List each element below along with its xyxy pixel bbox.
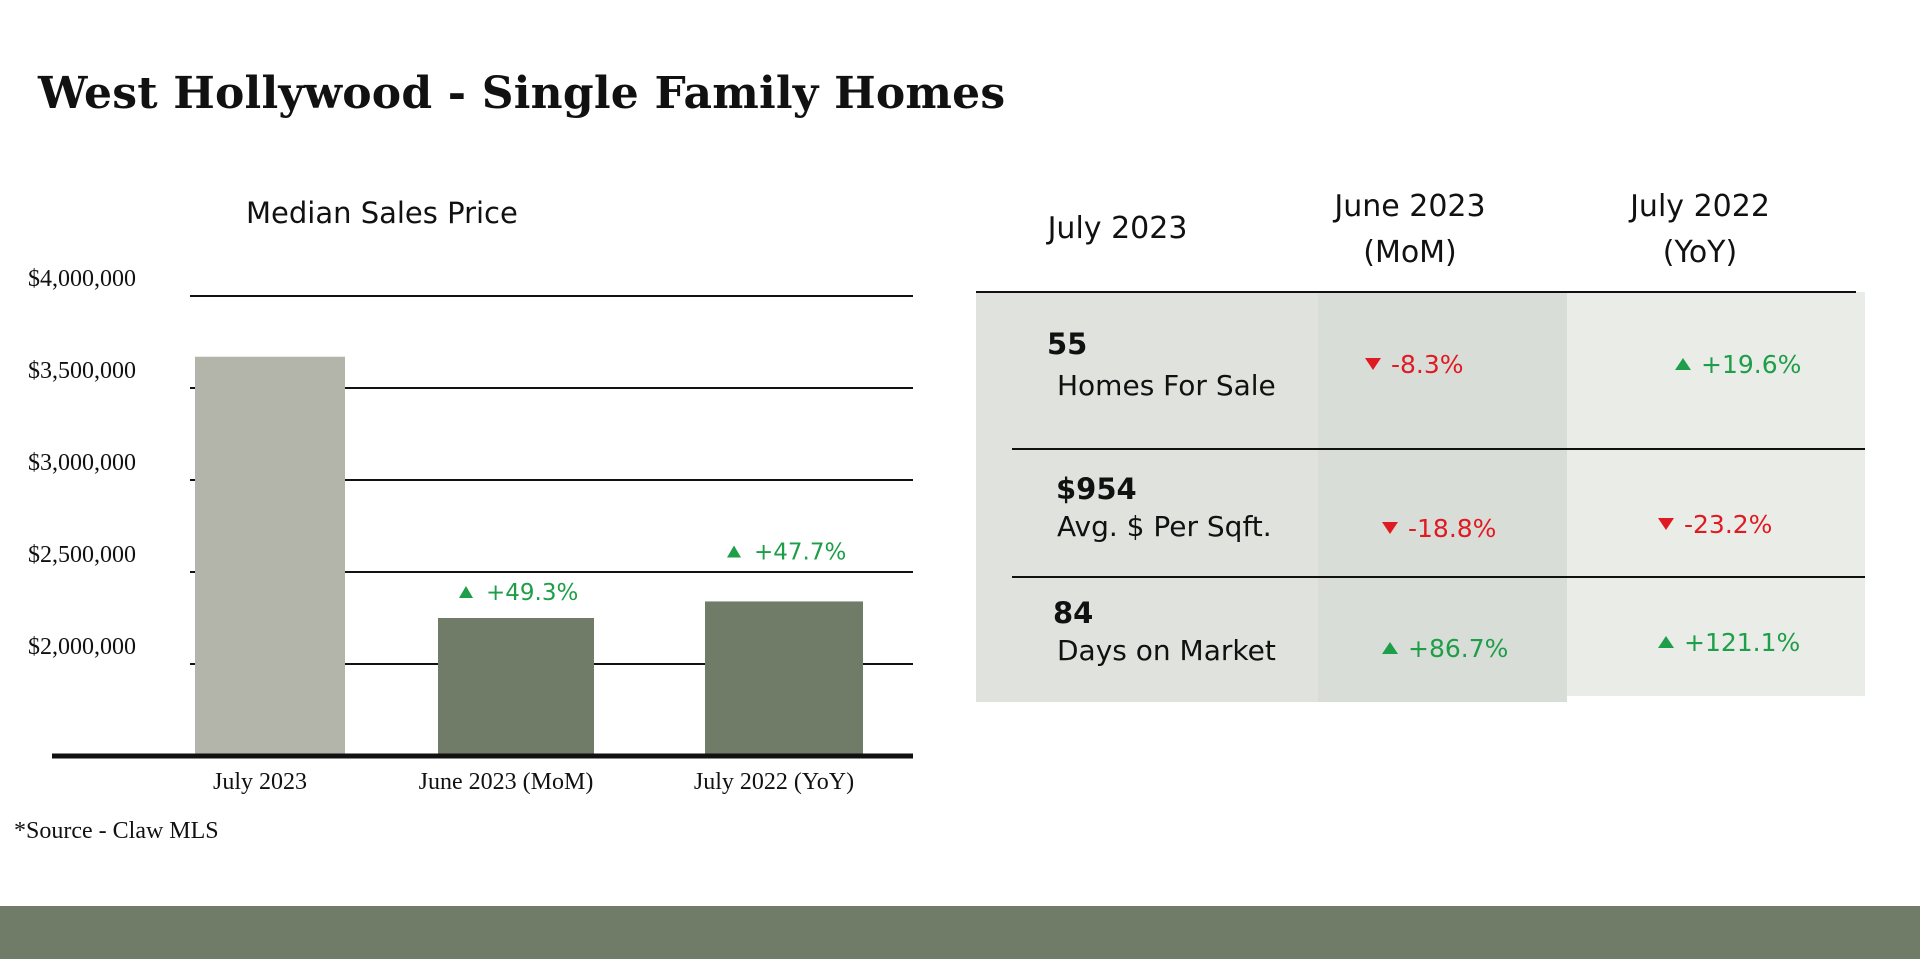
header-mom-line1: June 2023 (1334, 189, 1486, 224)
bar-change-value: +49.3% (486, 580, 578, 606)
y-tick-label: $4,000,000 (28, 266, 136, 292)
bar (438, 618, 594, 756)
change-value: +121.1% (1684, 628, 1801, 657)
change-value: -18.8% (1408, 514, 1497, 543)
homes-for-sale-label: Homes For Sale (1057, 369, 1276, 402)
down-triangle-icon (1382, 522, 1398, 534)
footer-bar (0, 906, 1920, 959)
change-value: -23.2% (1684, 510, 1773, 539)
homes-for-sale-yoy-change: +19.6% (1675, 350, 1801, 379)
days-on-market-mom-change: +86.7% (1382, 634, 1508, 663)
bar-change-value: +47.7% (754, 539, 846, 565)
down-triangle-icon (1658, 518, 1674, 530)
y-tick-label: $3,000,000 (28, 450, 136, 476)
change-value: +86.7% (1408, 634, 1509, 663)
price-per-sqft-yoy-change: -23.2% (1658, 510, 1772, 539)
header-mom-line2: (MoM) (1363, 235, 1457, 270)
header-mom: June 2023 (MoM) (1310, 184, 1510, 276)
mom-column-background (1318, 292, 1567, 702)
up-triangle-icon (1658, 636, 1674, 648)
header-current-label: July 2023 (1047, 211, 1188, 246)
header-divider (976, 291, 1856, 293)
bar-change-label: +47.7% (727, 539, 846, 565)
header-yoy-line1: July 2022 (1630, 189, 1770, 224)
down-triangle-icon (1365, 358, 1381, 370)
y-tick-label: $2,500,000 (28, 542, 136, 568)
bar (705, 601, 863, 756)
homes-for-sale-mom-change: -8.3% (1365, 350, 1464, 379)
page-title: West Hollywood - Single Family Homes (38, 68, 1006, 119)
source-note: *Source - Claw MLS (14, 818, 219, 844)
header-current: July 2023 (1030, 206, 1205, 252)
row-divider-1 (1012, 448, 1865, 450)
median-price-bar-chart: $2,000,000 $2,500,000 $3,000,000 $3,500,000… (28, 266, 913, 795)
header-yoy: July 2022 (YoY) (1600, 184, 1800, 276)
homes-for-sale-value: 55 (1047, 327, 1088, 361)
header-yoy-line2: (YoY) (1662, 235, 1738, 270)
bar (195, 356, 345, 756)
price-per-sqft-value: $954 (1056, 472, 1137, 506)
up-triangle-icon (1675, 358, 1691, 370)
days-on-market-yoy-change: +121.1% (1658, 628, 1800, 657)
x-tick-label: July 2023 (213, 769, 307, 795)
up-triangle-icon (459, 586, 473, 598)
up-triangle-icon (727, 545, 741, 558)
change-value: +19.6% (1701, 350, 1802, 379)
days-on-market-label: Days on Market (1057, 634, 1276, 667)
up-triangle-icon (1382, 642, 1398, 654)
row-divider-2 (1012, 576, 1865, 578)
chart-title: Median Sales Price (246, 196, 518, 230)
days-on-market-value: 84 (1053, 596, 1094, 630)
price-per-sqft-mom-change: -18.8% (1382, 514, 1496, 543)
x-tick-label: June 2023 (MoM) (419, 769, 594, 795)
bar-change-label: +49.3% (459, 580, 578, 606)
yoy-column-background (1567, 292, 1865, 696)
current-column-background (976, 292, 1318, 702)
y-tick-label: $2,000,000 (28, 634, 136, 660)
y-tick-label: $3,500,000 (28, 358, 136, 384)
x-tick-label: July 2022 (YoY) (694, 769, 854, 795)
price-per-sqft-label: Avg. $ Per Sqft. (1057, 510, 1272, 543)
change-value: -8.3% (1391, 350, 1464, 379)
